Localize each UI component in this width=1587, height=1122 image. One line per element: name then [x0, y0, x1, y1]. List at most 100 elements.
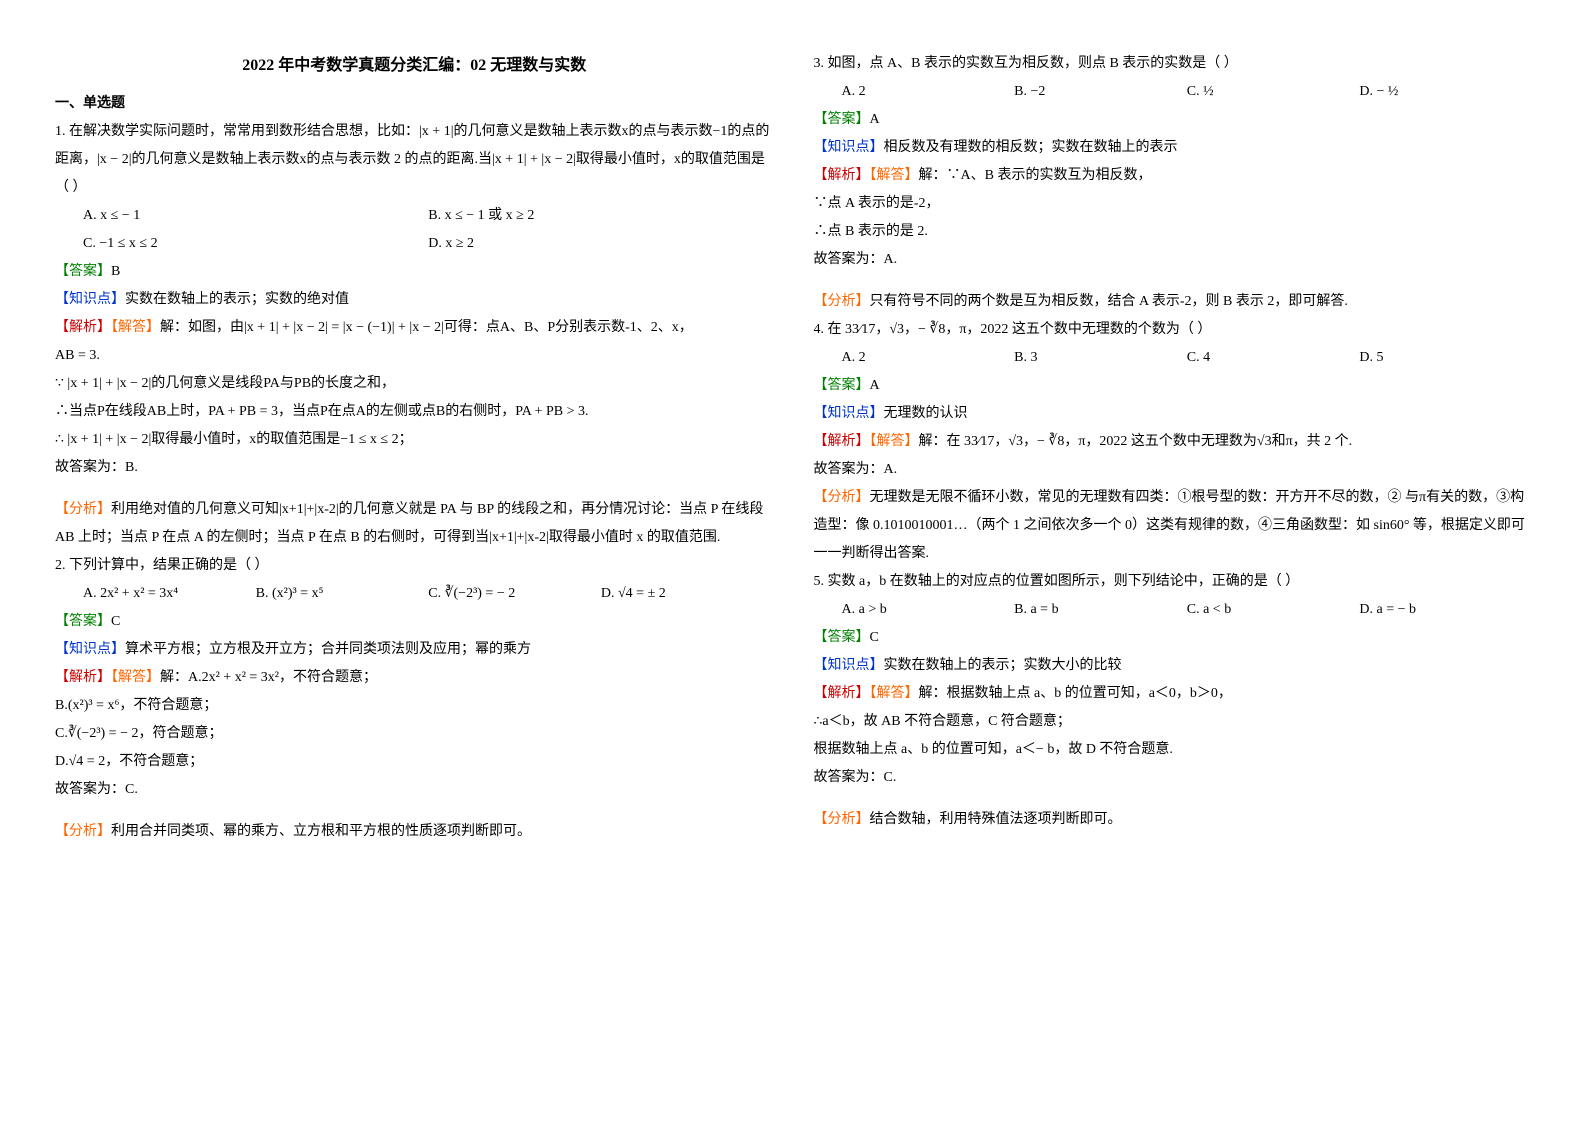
q3-fenxi: 【分析】只有符号不同的两个数是互为相反数，结合 A 表示-2，则 B 表示 2，… [814, 288, 1533, 316]
q5-analysis-l4: 故答案为：C. [814, 764, 1533, 792]
q2-fenxi: 【分析】利用合并同类项、幂的乘方、立方根和平方根的性质逐项判断即可。 [55, 818, 774, 846]
analysis-label: 【解析】 [55, 320, 111, 335]
kp-value: 实数在数轴上的表示；实数的绝对值 [125, 292, 349, 307]
q2-optB: B. (x²)³ = x⁵ [256, 580, 429, 608]
q1-analysis-l4: ∴当点P在线段AB上时，PA + PB = 3，当点P在点A的左侧或点B的右侧时… [55, 398, 774, 426]
right-column: 3. 如图，点 A、B 表示的实数互为相反数，则点 B 表示的实数是（ ） A.… [814, 50, 1533, 1072]
q5-answer: 【答案】C [814, 624, 1533, 652]
q2-analysis-l1: 【解析】【解答】解：A.2x² + x² = 3x²，不符合题意； [55, 664, 774, 692]
q2-analysis-l3: C.∛(−2³) = − 2，符合题意； [55, 720, 774, 748]
explain-label: 【解答】 [111, 670, 160, 685]
q3-optC: C. ½ [1187, 78, 1360, 106]
fenxi-value: 只有符号不同的两个数是互为相反数，结合 A 表示-2，则 B 表示 2，即可解答… [870, 294, 1348, 309]
q1-options: A. x ≤ − 1 B. x ≤ − 1 或 x ≥ 2 C. −1 ≤ x … [55, 202, 774, 258]
explain-label: 【解答】 [111, 320, 160, 335]
q3-analysis-l3: ∴点 B 表示的是 2. [814, 218, 1533, 246]
analysis-text: 解：A.2x² + x² = 3x²，不符合题意； [160, 670, 377, 685]
q1-answer: 【答案】B [55, 258, 774, 286]
q1-stem: 1. 在解决数学实际问题时，常常用到数形结合思想，比如：|x + 1|的几何意义… [55, 118, 774, 202]
q3-optA: A. 2 [842, 78, 1015, 106]
q2-knowledge: 【知识点】算术平方根；立方根及开立方；合并同类项法则及应用；幂的乘方 [55, 636, 774, 664]
analysis-label: 【解析】 [814, 686, 870, 701]
q5-knowledge: 【知识点】实数在数轴上的表示；实数大小的比较 [814, 652, 1533, 680]
q3-analysis-l1: 【解析】【解答】解：∵A、B 表示的实数互为相反数， [814, 162, 1533, 190]
answer-value: B [111, 264, 120, 279]
q1-fenxi: 【分析】利用绝对值的几何意义可知|x+1|+|x-2|的几何意义就是 PA 与 … [55, 496, 774, 552]
q2-options: A. 2x² + x² = 3x⁴ B. (x²)³ = x⁵ C. ∛(−2³… [55, 580, 774, 608]
q3-stem: 3. 如图，点 A、B 表示的实数互为相反数，则点 B 表示的实数是（ ） [814, 50, 1533, 78]
analysis-label: 【解析】 [814, 168, 870, 183]
kp-label: 【知识点】 [814, 658, 884, 673]
analysis-text: 解：在 33⁄17，√3，− ∛8，π，2022 这五个数中无理数为√3和π，共… [919, 434, 1353, 449]
q4-analysis-l1: 【解析】【解答】解：在 33⁄17，√3，− ∛8，π，2022 这五个数中无理… [814, 428, 1533, 456]
q1-optB: B. x ≤ − 1 或 x ≥ 2 [428, 202, 773, 230]
q3-answer: 【答案】A [814, 106, 1533, 134]
answer-label: 【答案】 [814, 378, 870, 393]
q5-options: A. a > b B. a = b C. a < b D. a = − b [814, 596, 1533, 624]
kp-label: 【知识点】 [814, 406, 884, 421]
section-heading: 一、单选题 [55, 90, 774, 118]
explain-label: 【解答】 [870, 686, 919, 701]
q5-optA: A. a > b [842, 596, 1015, 624]
q3-analysis-l2: ∵点 A 表示的是-2， [814, 190, 1533, 218]
fenxi-value: 无理数是无限不循环小数，常见的无理数有四类：①根号型的数：开方开不尽的数，② 与… [814, 490, 1525, 561]
q1-optD: D. x ≥ 2 [428, 230, 773, 258]
q3-options: A. 2 B. −2 C. ½ D. − ½ [814, 78, 1533, 106]
q1-analysis-l3: ∵ |x + 1| + |x − 2|的几何意义是线段PA与PB的长度之和， [55, 370, 774, 398]
answer-label: 【答案】 [55, 614, 111, 629]
q3-optB: B. −2 [1014, 78, 1187, 106]
q2-analysis-l4: D.√4 = 2，不符合题意； [55, 748, 774, 776]
q2-stem: 2. 下列计算中，结果正确的是（ ） [55, 552, 774, 580]
fenxi-label: 【分析】 [814, 490, 870, 505]
q4-options: A. 2 B. 3 C. 4 D. 5 [814, 344, 1533, 372]
kp-value: 无理数的认识 [884, 406, 968, 421]
fenxi-value: 结合数轴，利用特殊值法逐项判断即可。 [870, 812, 1122, 827]
q1-analysis-l6: 故答案为：B. [55, 454, 774, 482]
q1-analysis-l1: 【解析】【解答】解：如图，由|x + 1| + |x − 2| = |x − (… [55, 314, 774, 342]
q1-optA: A. x ≤ − 1 [83, 202, 428, 230]
q5-analysis-l1: 【解析】【解答】解：根据数轴上点 a、b 的位置可知，a＜0，b＞0， [814, 680, 1533, 708]
q2-answer: 【答案】C [55, 608, 774, 636]
kp-value: 实数在数轴上的表示；实数大小的比较 [884, 658, 1122, 673]
q1-analysis-l5: ∴ |x + 1| + |x − 2|取得最小值时，x的取值范围是−1 ≤ x … [55, 426, 774, 454]
kp-label: 【知识点】 [55, 292, 125, 307]
analysis-text: 解：∵A、B 表示的实数互为相反数， [919, 168, 1152, 183]
q4-answer: 【答案】A [814, 372, 1533, 400]
kp-label: 【知识点】 [55, 642, 125, 657]
fenxi-value: 利用合并同类项、幂的乘方、立方根和平方根的性质逐项判断即可。 [111, 824, 531, 839]
q5-optD: D. a = − b [1359, 596, 1532, 624]
kp-value: 算术平方根；立方根及开立方；合并同类项法则及应用；幂的乘方 [125, 642, 531, 657]
explain-label: 【解答】 [870, 434, 919, 449]
fenxi-label: 【分析】 [55, 502, 111, 517]
q2-optC: C. ∛(−2³) = − 2 [428, 580, 601, 608]
q5-stem: 5. 实数 a，b 在数轴上的对应点的位置如图所示，则下列结论中，正确的是（ ） [814, 568, 1533, 596]
answer-value: C [870, 630, 879, 645]
fenxi-label: 【分析】 [814, 812, 870, 827]
q3-optD: D. − ½ [1359, 78, 1532, 106]
kp-value: 相反数及有理数的相反数；实数在数轴上的表示 [884, 140, 1178, 155]
q4-analysis-l2: 故答案为：A. [814, 456, 1533, 484]
explain-label: 【解答】 [870, 168, 919, 183]
page-title: 2022 年中考数学真题分类汇编：02 无理数与实数 [55, 50, 774, 82]
q5-optB: B. a = b [1014, 596, 1187, 624]
q4-optC: C. 4 [1187, 344, 1360, 372]
analysis-text: 解：如图，由|x + 1| + |x − 2| = |x − (−1)| + |… [160, 320, 693, 335]
analysis-label: 【解析】 [55, 670, 111, 685]
answer-label: 【答案】 [814, 630, 870, 645]
answer-label: 【答案】 [55, 264, 111, 279]
fenxi-value: 利用绝对值的几何意义可知|x+1|+|x-2|的几何意义就是 PA 与 BP 的… [55, 502, 763, 545]
fenxi-label: 【分析】 [55, 824, 111, 839]
answer-value: C [111, 614, 120, 629]
answer-value: A [870, 112, 880, 127]
q4-optB: B. 3 [1014, 344, 1187, 372]
analysis-label: 【解析】 [814, 434, 870, 449]
q1-knowledge: 【知识点】实数在数轴上的表示；实数的绝对值 [55, 286, 774, 314]
q4-stem: 4. 在 33⁄17，√3，− ∛8，π，2022 这五个数中无理数的个数为（ … [814, 316, 1533, 344]
q4-fenxi: 【分析】无理数是无限不循环小数，常见的无理数有四类：①根号型的数：开方开不尽的数… [814, 484, 1533, 568]
q3-analysis-l4: 故答案为：A. [814, 246, 1533, 274]
kp-label: 【知识点】 [814, 140, 884, 155]
analysis-text: 解：根据数轴上点 a、b 的位置可知，a＜0，b＞0， [919, 686, 1232, 701]
q5-fenxi: 【分析】结合数轴，利用特殊值法逐项判断即可。 [814, 806, 1533, 834]
q2-analysis-l2: B.(x²)³ = x⁶，不符合题意； [55, 692, 774, 720]
q4-optD: D. 5 [1359, 344, 1532, 372]
